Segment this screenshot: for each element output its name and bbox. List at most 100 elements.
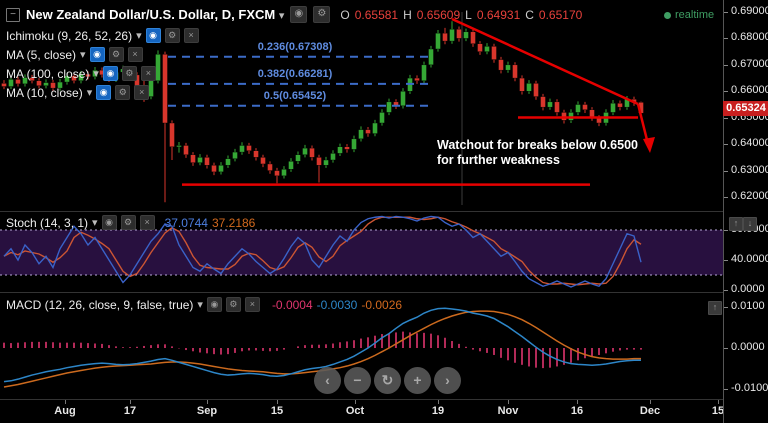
- ohlc-values: O 0.65581 H 0.65609 L 0.64931 C 0.65170: [340, 7, 583, 22]
- candle-body: [64, 75, 70, 83]
- axis-tick-mark: [724, 117, 728, 119]
- realtime-dot-icon: [664, 11, 671, 19]
- time-tick-label: 15: [711, 405, 725, 417]
- candle-body: [610, 102, 616, 113]
- macd-legend[interactable]: MACD (12, 26, close, 9, false, true) ▾ ◉…: [6, 297, 403, 312]
- time-tick-label: 16: [570, 405, 584, 417]
- pane-up-icon[interactable]: ↑: [729, 217, 743, 231]
- candle-body: [169, 122, 175, 147]
- gear-icon[interactable]: ⚙: [225, 297, 241, 312]
- candle-body: [575, 104, 581, 113]
- scroll-left-button[interactable]: ‹: [314, 367, 341, 394]
- indicator-row-ma5[interactable]: MA (5, close) ▾ ◉ ⚙ ×: [6, 45, 199, 64]
- arrow-head-icon: [643, 137, 655, 153]
- trendline: [451, 17, 639, 106]
- axis-tick-mark: [724, 307, 728, 308]
- fib-level-label: 0.382(0.66281): [257, 67, 333, 80]
- stoch-legend[interactable]: Stoch (14, 3, 1) ▾ ◉ ⚙ × 37.0744 37.2186: [6, 215, 256, 230]
- eye-icon[interactable]: ◉: [102, 66, 118, 81]
- pane-separator[interactable]: [0, 292, 768, 293]
- eye-icon[interactable]: ◉: [145, 28, 161, 43]
- indicator-row-ichimoku[interactable]: Ichimoku (9, 26, 52, 26) ▾ ◉ ⚙ ×: [6, 26, 199, 45]
- time-tick-mark: [207, 400, 208, 404]
- analyst-note: Watchout for breaks below 0.6500 for fur…: [437, 138, 638, 167]
- collapse-icon[interactable]: −: [6, 7, 20, 22]
- candle-body: [421, 64, 427, 81]
- close-icon[interactable]: ×: [139, 215, 155, 230]
- symbol-title[interactable]: New Zealand Dollar/U.S. Dollar, D, FXCM …: [26, 7, 285, 22]
- axis-tick-mark: [724, 64, 728, 66]
- close-icon[interactable]: ×: [140, 66, 156, 81]
- candle-body: [246, 145, 252, 151]
- time-tick-mark: [718, 400, 719, 404]
- zoom-in-button[interactable]: +: [404, 367, 431, 394]
- reset-view-button[interactable]: ↻: [374, 367, 401, 394]
- indicator-row-ma10[interactable]: MA (10, close) ▾ ◉ ⚙ ×: [6, 83, 199, 102]
- price-chart-canvas[interactable]: [0, 0, 723, 211]
- stoch-band: [0, 230, 723, 275]
- candle-body: [218, 165, 224, 173]
- close-icon[interactable]: ×: [134, 85, 150, 100]
- eye-icon[interactable]: ◉: [96, 85, 112, 100]
- candle-body: [526, 83, 532, 92]
- candle-body: [92, 69, 98, 77]
- pane-down-icon[interactable]: ↓: [743, 217, 757, 231]
- candle-body: [22, 77, 28, 85]
- candle-body: [36, 80, 42, 86]
- gear-icon[interactable]: ⚙: [313, 6, 331, 23]
- candle-body: [183, 145, 189, 155]
- pane-separator[interactable]: [0, 399, 768, 400]
- stoch-k-line: [3, 215, 642, 288]
- gear-icon[interactable]: ⚙: [121, 66, 137, 81]
- axis-tick-mark: [724, 230, 728, 231]
- axis-tick-mark: [724, 91, 728, 93]
- candle-body: [435, 32, 441, 50]
- axis-tick-mark: [724, 38, 728, 40]
- chart-nav-toolbar: ‹ − ↻ + ›: [314, 367, 461, 394]
- close-icon[interactable]: ×: [127, 47, 143, 62]
- eye-icon[interactable]: ◉: [290, 6, 308, 23]
- candle-body: [365, 129, 371, 134]
- candle-body: [547, 101, 553, 108]
- axis-tick-label: 0.64000: [731, 137, 768, 150]
- stochastic-chart-canvas[interactable]: [0, 212, 723, 292]
- candle-body: [197, 157, 203, 163]
- candle-body: [337, 146, 343, 154]
- candle-body: [372, 122, 378, 134]
- axis-tick-label: 0.66000: [731, 84, 768, 97]
- time-tick-mark: [508, 400, 509, 404]
- axis-tick-mark: [724, 144, 728, 146]
- time-axis[interactable]: Aug 17 Sep 15 Oct 19 Nov 16 Dec 15: [0, 400, 768, 423]
- candle-body: [43, 82, 49, 86]
- close-icon[interactable]: ×: [183, 28, 199, 43]
- close-icon[interactable]: ×: [244, 297, 260, 312]
- candle-body: [211, 165, 217, 173]
- axis-tick-label: 40.0000: [731, 253, 768, 265]
- scroll-right-button[interactable]: ›: [434, 367, 461, 394]
- indicator-row-ma100[interactable]: MA (100, close) ▾ ◉ ⚙ ×: [6, 64, 199, 83]
- gear-icon[interactable]: ⚙: [115, 85, 131, 100]
- eye-icon[interactable]: ◉: [101, 215, 117, 230]
- candle-body: [302, 147, 308, 155]
- candle-body: [281, 169, 287, 177]
- price-axis[interactable]: 0.65324 0.69000 0.68000 0.67000 0.66000 0.65…: [723, 0, 768, 423]
- candle-body: [484, 46, 490, 52]
- chart-header: − New Zealand Dollar/U.S. Dollar, D, FXC…: [6, 6, 582, 23]
- axis-tick-label: 0.0000: [731, 341, 765, 353]
- pane-up-icon[interactable]: ↑: [708, 301, 722, 315]
- eye-icon[interactable]: ◉: [206, 297, 222, 312]
- axis-tick-label: 0.68000: [731, 31, 768, 44]
- candle-body: [414, 77, 420, 81]
- candle-body: [477, 43, 483, 52]
- gear-icon[interactable]: ⚙: [108, 47, 124, 62]
- candle-body: [71, 75, 77, 81]
- zoom-out-button[interactable]: −: [344, 367, 371, 394]
- gear-icon[interactable]: ⚙: [164, 28, 180, 43]
- eye-icon[interactable]: ◉: [89, 47, 105, 62]
- gear-icon[interactable]: ⚙: [120, 215, 136, 230]
- candle-body: [470, 31, 476, 44]
- pane-separator[interactable]: [0, 211, 768, 212]
- chevron-down-icon: ▾: [278, 10, 285, 22]
- candle-body: [8, 79, 14, 87]
- axis-tick-mark: [724, 260, 728, 261]
